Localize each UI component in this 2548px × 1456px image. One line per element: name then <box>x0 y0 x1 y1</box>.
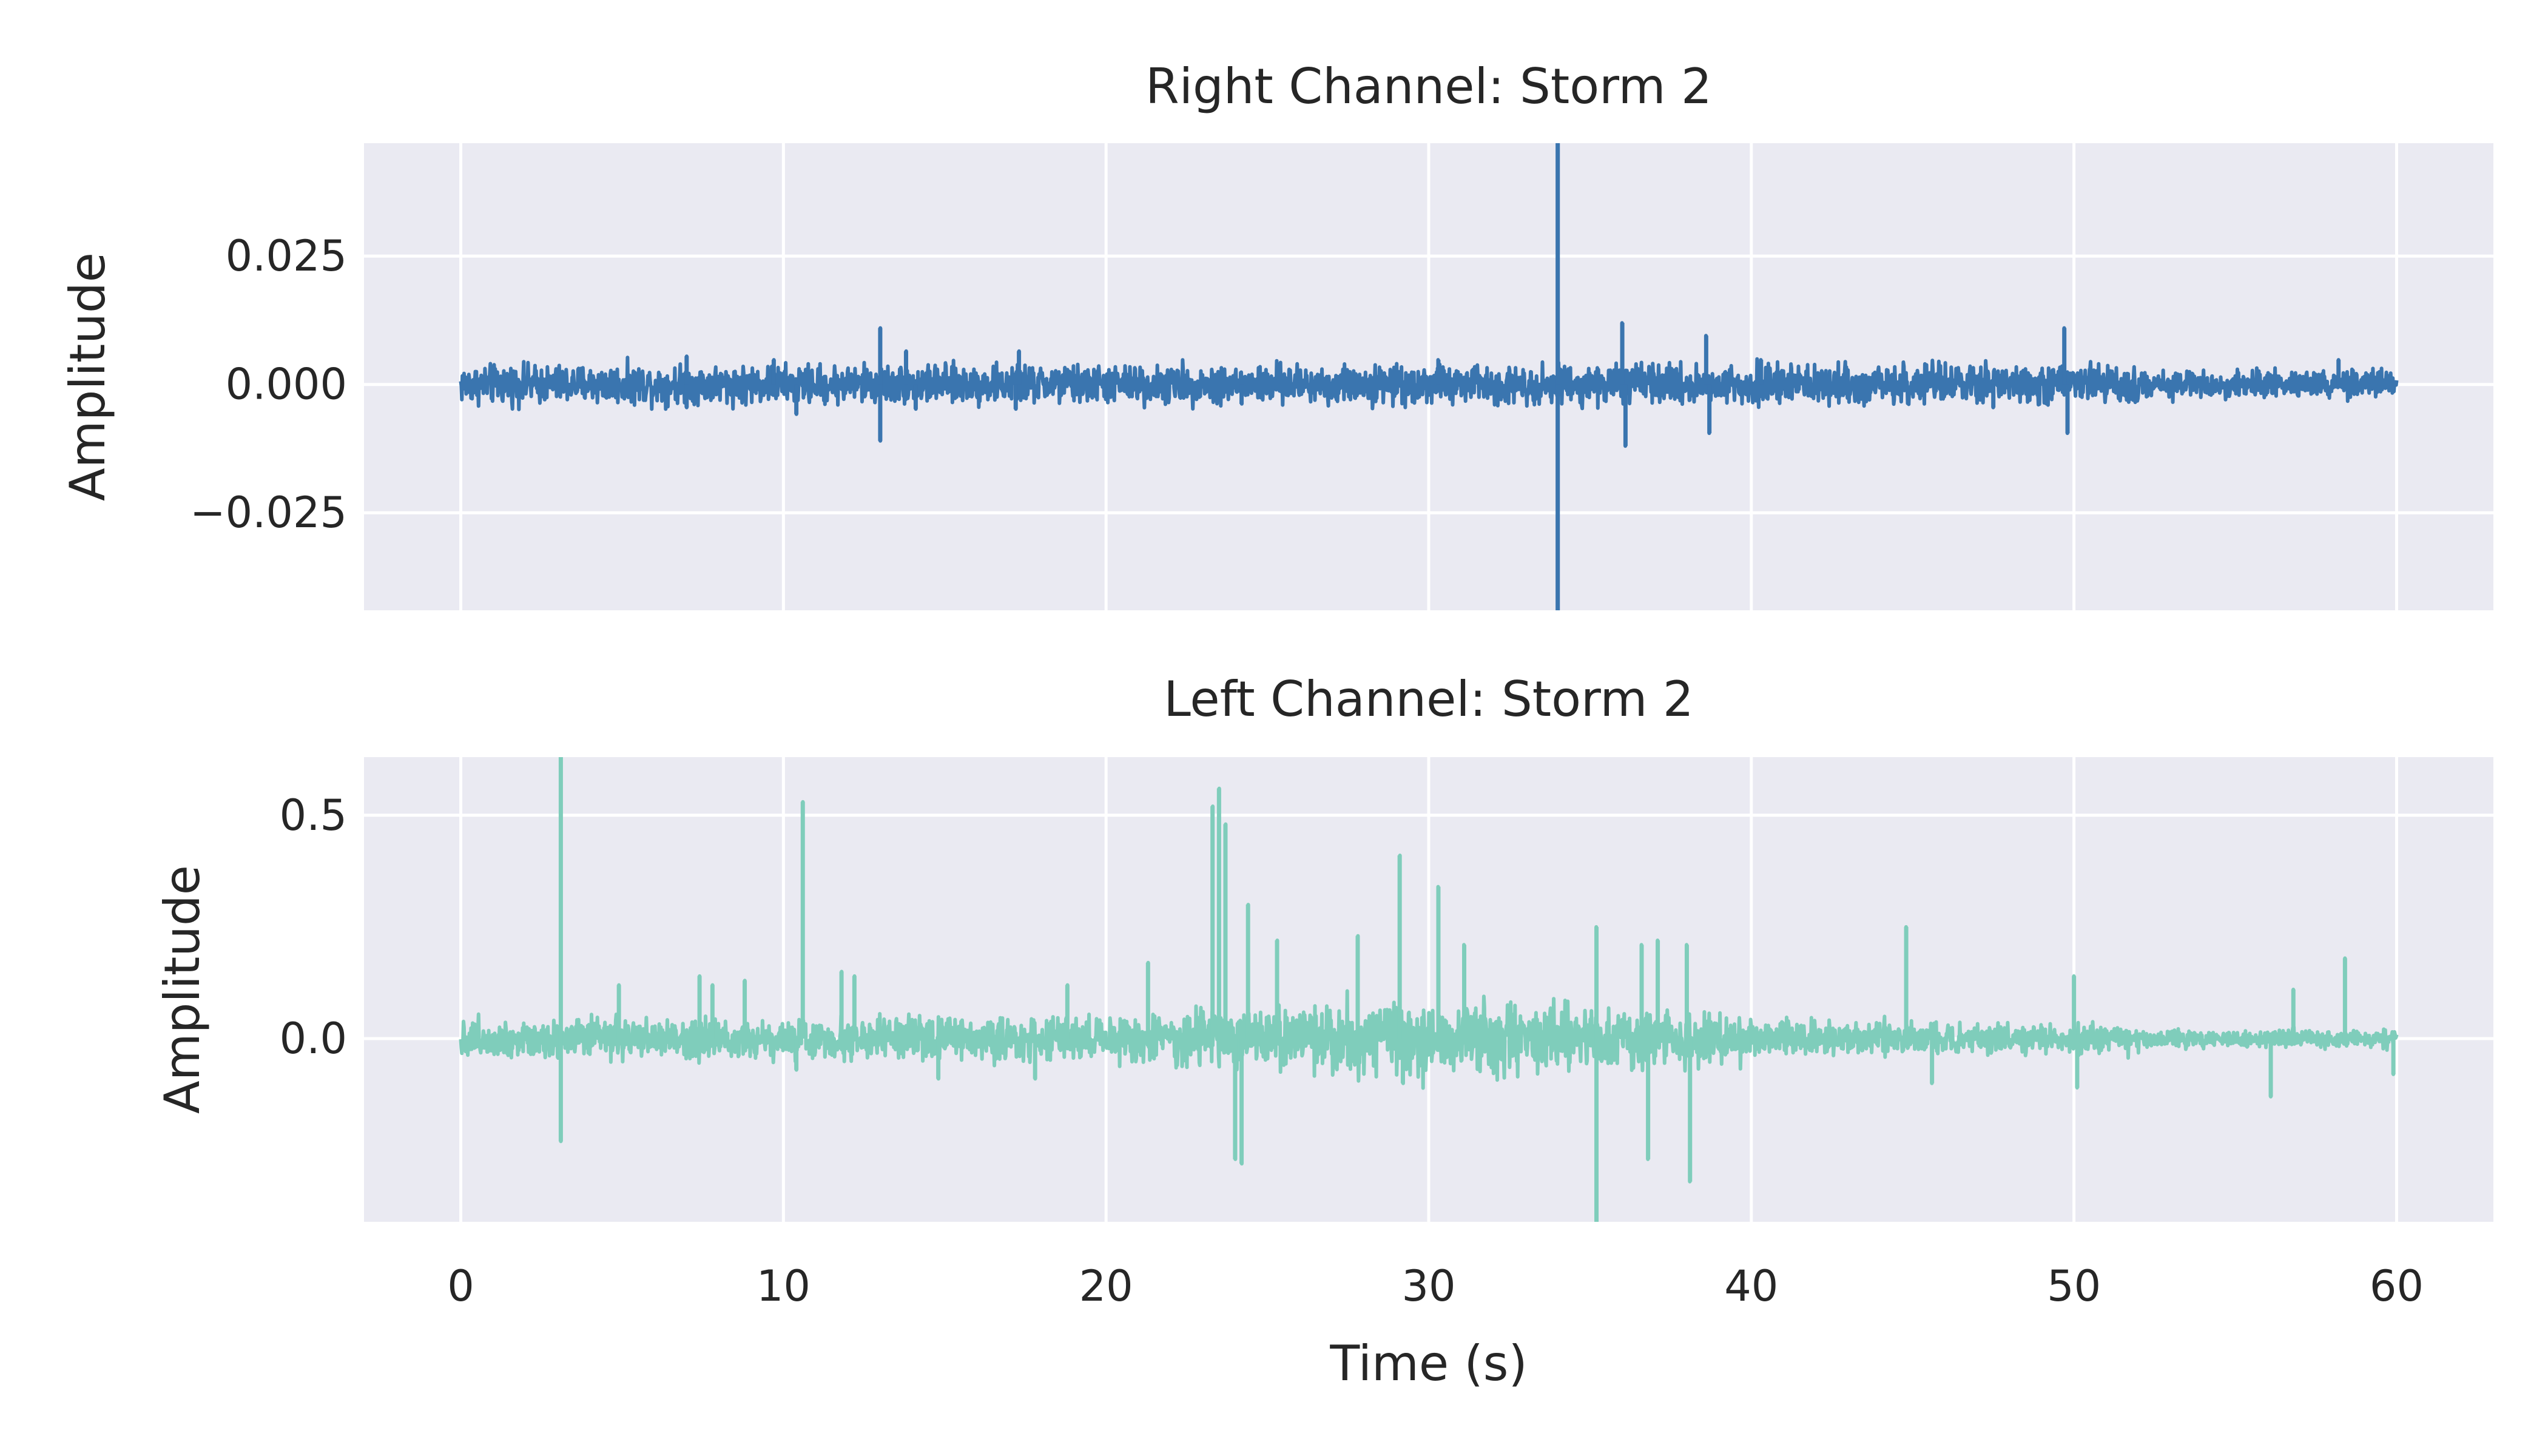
left-series <box>459 757 2399 1222</box>
right-y-tick-label: 0.000 <box>226 360 347 410</box>
left-y-tick-label: 0.0 <box>280 1014 347 1063</box>
right-y-tick-label: −0.025 <box>190 488 347 538</box>
left-y-axis-label: Amplitude <box>154 865 211 1114</box>
x-axis-label: Time (s) <box>1329 1335 1527 1392</box>
left-x-ticks: 0 10 20 30 40 50 60 <box>447 1261 2424 1311</box>
left-x-tick-label: 50 <box>2047 1261 2101 1311</box>
right-y-ticks: −0.025 0.000 0.025 <box>190 231 347 538</box>
right-y-axis-label: Amplitude <box>59 252 116 501</box>
left-x-tick-label: 10 <box>757 1261 811 1311</box>
left-x-tick-label: 40 <box>1724 1261 1778 1311</box>
left-x-tick-label: 30 <box>1401 1261 1455 1311</box>
right-waveform-line <box>459 143 2399 610</box>
left-y-tick-label: 0.5 <box>280 790 347 840</box>
right-y-tick-label: 0.025 <box>226 231 347 281</box>
left-x-tick-label: 0 <box>447 1261 474 1311</box>
left-x-tick-label: 60 <box>2370 1261 2424 1311</box>
left-waveform-line <box>459 757 2399 1222</box>
left-x-tick-label: 20 <box>1079 1261 1133 1311</box>
right-series <box>459 143 2399 610</box>
left-channel-panel: 0.0 0.5 0 10 20 30 40 50 60 Left Channel: Storm… <box>154 671 2493 1392</box>
left-panel-title: Left Channel: Storm 2 <box>1164 671 1694 727</box>
left-y-ticks: 0.0 0.5 <box>280 790 347 1063</box>
right-panel-title: Right Channel: Storm 2 <box>1145 58 1712 115</box>
